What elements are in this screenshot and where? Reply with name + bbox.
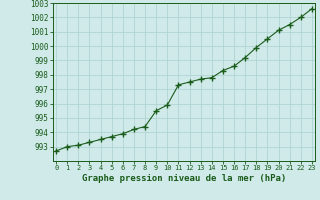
X-axis label: Graphe pression niveau de la mer (hPa): Graphe pression niveau de la mer (hPa) xyxy=(82,174,286,183)
